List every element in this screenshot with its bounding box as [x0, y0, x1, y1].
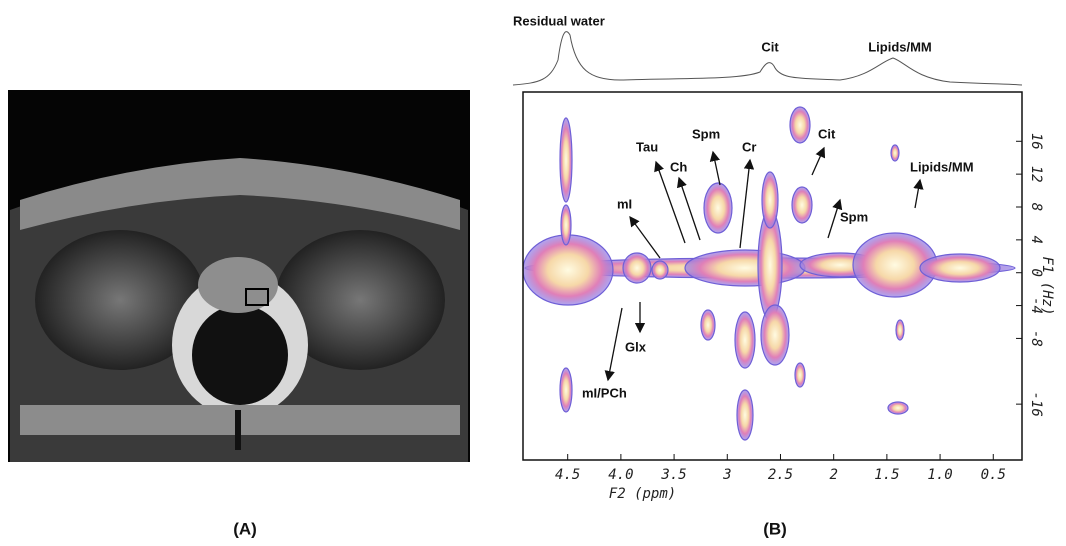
y-axis-title: F1 (Hz)	[1039, 256, 1055, 315]
annotation: mI/PCh	[582, 385, 627, 400]
x-tick-label: 4.5	[555, 467, 580, 483]
x-tick-label: 2.5	[768, 467, 793, 483]
spectrum-label: Residual water	[513, 13, 605, 28]
y-tick-label: 12	[1028, 166, 1044, 183]
x-tick-label: 4.0	[608, 467, 633, 483]
figure: (A) (B) Residual water Cit Lipids/MM	[0, 0, 1066, 546]
panel-label: (B)	[763, 519, 787, 538]
annotation: Lipids/MM	[910, 159, 974, 174]
x-axis-title: F2 (ppm)	[609, 486, 676, 502]
mri-image	[8, 90, 470, 462]
x-tick-label: 1.0	[927, 467, 952, 483]
x-tick-label: 2	[829, 467, 837, 483]
panel-label: (A)	[233, 519, 257, 538]
x-tick-label: 3	[722, 467, 731, 483]
annotation: Glx	[625, 339, 647, 354]
y-tick-label: -16	[1028, 391, 1044, 416]
x-tick-label: 3.5	[660, 467, 686, 483]
spectrum-label: Lipids/MM	[868, 39, 932, 54]
annotation: Cr	[742, 139, 756, 154]
y-tick-label: 4	[1028, 236, 1044, 244]
y-tick-label: 16	[1028, 133, 1044, 150]
x-tick-label: 0.5	[981, 467, 1006, 483]
y-tick-label: -8	[1028, 330, 1044, 347]
spectrum-label: Cit	[761, 39, 779, 54]
annotation: Cit	[818, 126, 836, 141]
annotation: Tau	[636, 139, 658, 154]
annotation: Spm	[692, 126, 720, 141]
y-tick-label: 8	[1028, 203, 1044, 211]
annotation: Spm	[840, 209, 868, 224]
x-tick-label: 1.5	[874, 467, 899, 483]
annotation: mI	[617, 196, 632, 211]
annotation: Ch	[670, 159, 687, 174]
